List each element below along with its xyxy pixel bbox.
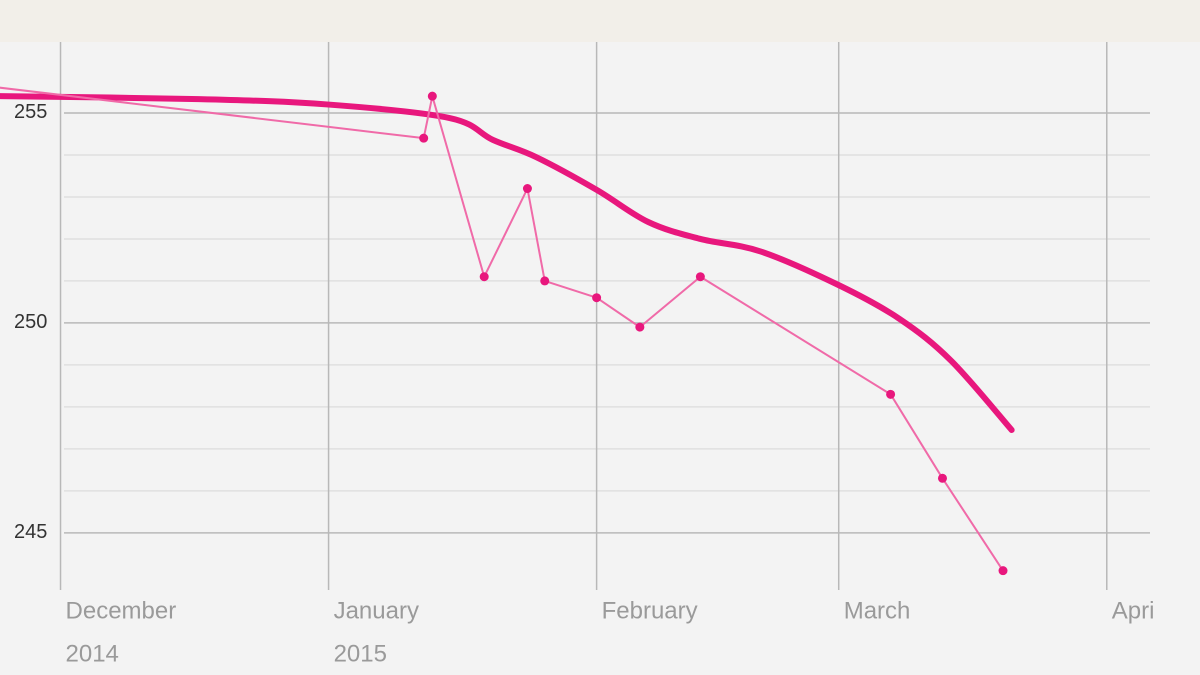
data-point xyxy=(937,473,947,483)
x-tick-label: February xyxy=(602,597,698,624)
x-tick-label: Apri xyxy=(1112,597,1155,624)
y-tick-label: 245 xyxy=(14,521,47,543)
data-point xyxy=(427,91,437,101)
series-line xyxy=(0,93,1015,434)
data-point xyxy=(695,272,705,282)
y-tick-label: 255 xyxy=(14,101,47,123)
data-point xyxy=(522,184,532,194)
x-year-label: 2015 xyxy=(334,640,387,667)
labels: 245 250 255 December January February March Apr… xyxy=(14,101,1154,667)
x-tick-label: March xyxy=(844,597,911,624)
data-point xyxy=(419,133,429,143)
top-bar xyxy=(0,0,1200,42)
data-point xyxy=(592,293,602,303)
data-point xyxy=(479,272,489,282)
series-line xyxy=(0,86,1005,572)
data-point xyxy=(635,322,645,332)
grid xyxy=(59,42,1150,590)
x-year-label: 2014 xyxy=(66,640,119,667)
data-point xyxy=(998,566,1008,576)
data-point xyxy=(540,276,550,286)
plot xyxy=(0,86,1015,576)
data-point xyxy=(886,389,896,399)
x-tick-label: January xyxy=(334,597,419,624)
y-tick-label: 250 xyxy=(14,311,47,333)
x-tick-label: December xyxy=(66,597,177,624)
